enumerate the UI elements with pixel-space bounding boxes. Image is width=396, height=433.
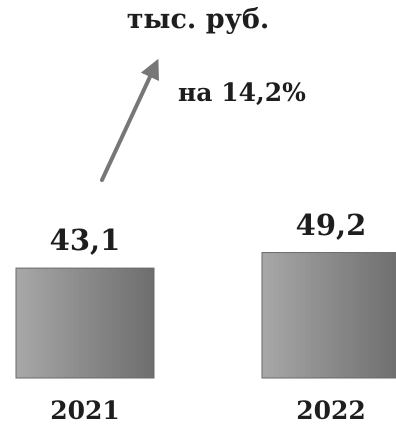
value-label-2022: 49,2: [295, 207, 367, 242]
bar-2021: [15, 267, 155, 379]
value-label-2021: 43,1: [49, 223, 121, 258]
unit-label: тыс. руб.: [126, 4, 270, 35]
growth-annotation: на 14,2%: [178, 78, 306, 107]
bar-2022: [261, 252, 396, 379]
x-tick-2022: 2022: [296, 396, 366, 425]
bars-group: [15, 252, 396, 379]
growth-arrow: [100, 58, 160, 182]
x-tick-2021: 2021: [50, 396, 120, 425]
